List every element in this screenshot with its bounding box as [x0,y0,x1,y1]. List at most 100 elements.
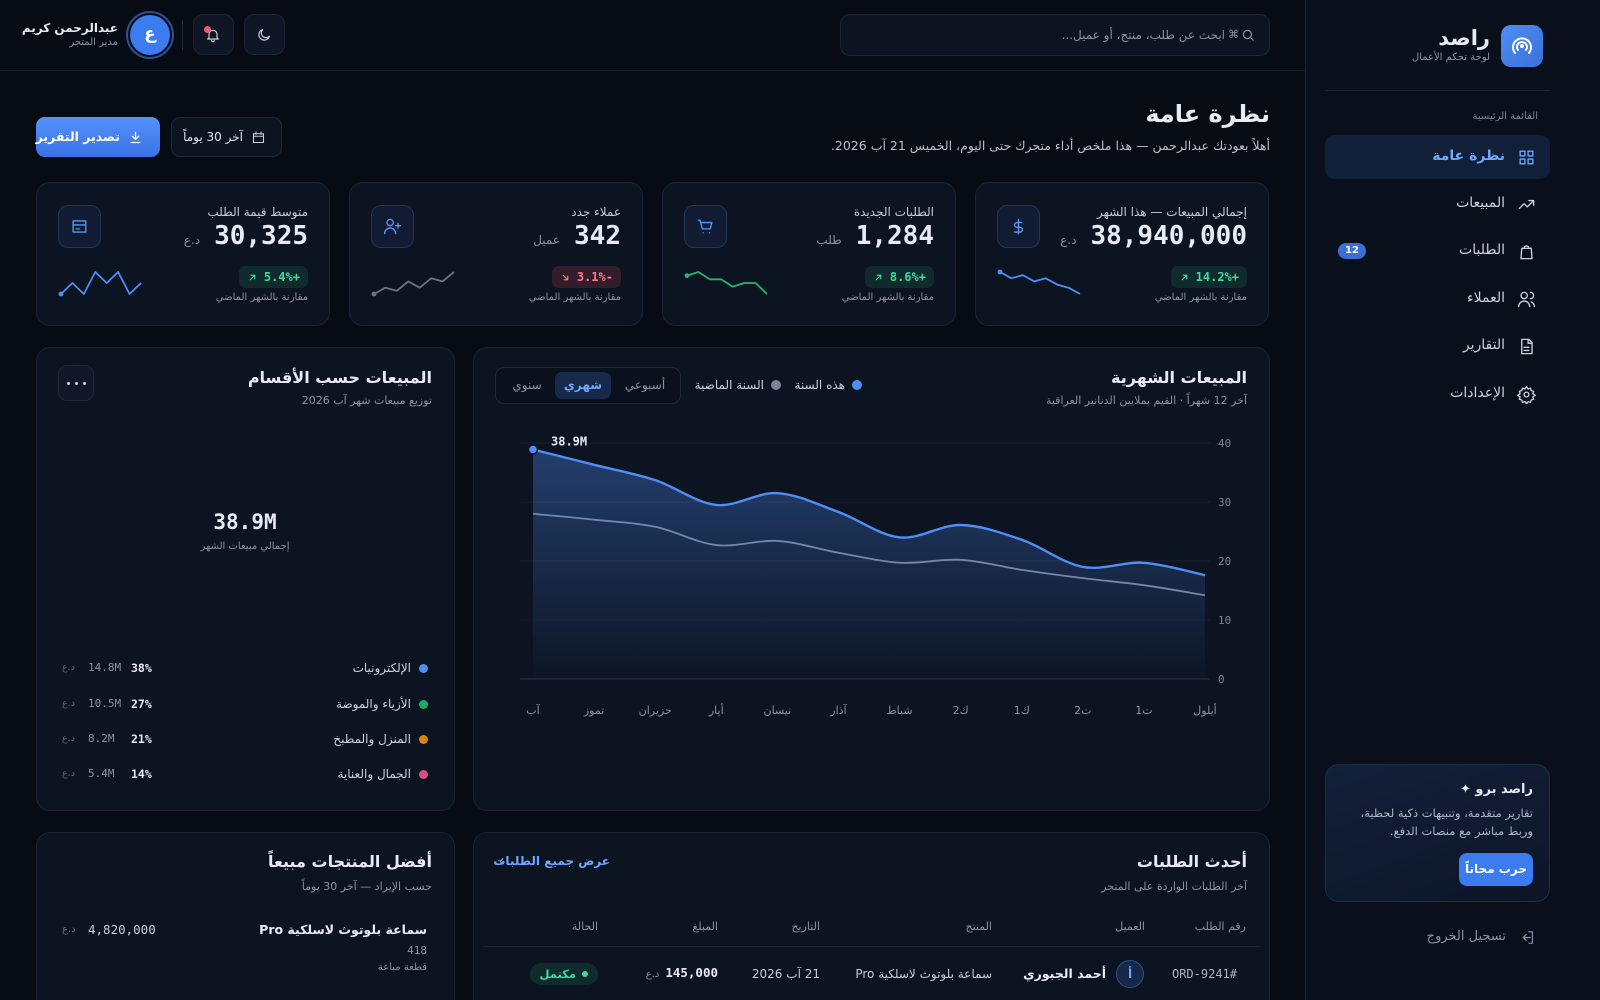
icon-path [1520,338,1533,354]
product-units: 418 [407,944,427,958]
kpi-label: الطلبات الجديدة [853,204,934,219]
logout[interactable]: تسجيل الخروج [1426,928,1506,944]
kpi-value-row: 342 عميل [533,221,621,251]
customer-name: أحمد الجبوري [1023,966,1106,982]
icon [697,219,713,234]
donut-center-value: 38.9M [213,509,277,534]
category-card [36,347,455,811]
sparkline-start [997,269,1003,275]
order-currency: د.ع [645,969,660,980]
icon [258,29,270,41]
kpi-label: إجمالي المبيعات — هذا الشهر [1097,204,1247,219]
icon [1518,149,1534,165]
sparkline [684,271,768,295]
icon [1013,218,1024,235]
icon [207,29,219,43]
icon [1520,338,1533,354]
period-option[interactable]: أسبوعي [624,377,666,392]
icon [1512,37,1532,54]
header-rule [483,946,1260,947]
period-active [555,372,611,399]
column-header: الحالة [571,920,598,934]
sparkline-line [686,271,768,295]
icon-path [252,130,264,143]
kpi-value: 342 [574,221,621,251]
promo-button[interactable] [1459,853,1533,886]
kpi-label: عملاء جدد [571,204,621,219]
icon [1518,199,1534,209]
kpi-change: +8.6% [889,270,926,284]
more-dot [74,382,78,385]
sparkline-line [999,271,1081,295]
kpi-change-pill: +14.2% [1170,266,1247,288]
kpi-value: 38,940,000 [1090,221,1247,251]
icon-path [72,220,87,233]
nav-badge [1338,243,1366,259]
icon [383,218,402,235]
export-text[interactable]: تصدير التقرير [35,129,120,145]
column-header: المبلغ [692,920,718,934]
products-subtitle: حسب الإيراد — آخر 30 يوماً [301,880,432,894]
icon-path [1519,244,1533,259]
nav-label[interactable]: العملاء [1467,290,1505,307]
icon-path [249,274,256,280]
nav-label[interactable]: الإعدادات [1450,385,1505,402]
avatar-ring [126,11,174,59]
nav-label[interactable]: التقارير [1462,337,1505,354]
icon [1519,244,1533,259]
nav-label[interactable]: المبيعات [1456,195,1505,212]
column-header: التاريخ [791,920,820,934]
notifications-button[interactable] [193,14,234,55]
export-button[interactable] [36,117,160,157]
period-option[interactable]: شهري [563,377,603,392]
kpi-unit: د.ع [183,233,201,247]
icon-path [1516,385,1536,404]
category-amount: 14.8M [88,661,122,675]
kpi-value: 30,325 [214,221,308,251]
range-text[interactable]: آخر 30 يوماً [183,129,243,144]
icon-path [1181,274,1187,280]
promo-button-text[interactable]: جرب مجاناً [1465,861,1527,876]
column-header: العميل [1115,920,1145,934]
kpi-note: مقارنة بالشهر الماضي [1154,291,1247,303]
status-dot [582,971,588,977]
category-share: 38% [131,660,152,675]
category-dot [419,734,428,744]
icon-path [207,29,219,43]
category-name: الجمال والعناية [337,766,412,781]
search-shortcut: ⌘ [1228,28,1239,42]
page-title: نظرة عامة [1145,100,1270,129]
nav-item[interactable] [1325,135,1550,179]
category-share: 21% [131,731,152,746]
sparkline [58,271,142,297]
user-role: مدير المتجر [69,36,118,48]
category-amount: 5.4M [88,767,115,781]
legend-dot [852,380,862,390]
topbar-sep [182,20,183,50]
icon-path [875,274,882,280]
avatar[interactable] [130,15,170,55]
category-title: المبيعات حسب الأقسام [247,368,432,388]
kpi-value: 1,284 [855,221,934,251]
kpi-value-row: 38,940,000 د.ع [1060,221,1247,251]
category-subtitle: توزيع مبيعات شهر آب 2026 [301,394,432,408]
search-box[interactable] [840,14,1270,56]
orders-link[interactable]: عرض جميع الطلبات [493,853,610,868]
kpi-change-pill: -3.1% [551,266,621,288]
legend-label: السنة الماضية [694,377,764,392]
icon-path [1512,37,1532,54]
icon-path [1517,291,1535,307]
icon-path [499,857,503,865]
sparkline-line [373,271,455,295]
status-pill: مكتمل [529,963,598,985]
period-option[interactable]: سنوي [512,377,542,392]
brand: راصد [1438,25,1490,50]
kpi-change: +14.2% [1195,270,1239,284]
nav-label[interactable]: الطلبات [1459,242,1505,259]
category-name: الإلكترونيات [352,660,411,675]
category-currency: د.ع [62,698,75,710]
nav-label[interactable]: نظرة عامة [1432,148,1505,165]
theme-button[interactable] [244,14,285,55]
category-dot [419,769,428,779]
